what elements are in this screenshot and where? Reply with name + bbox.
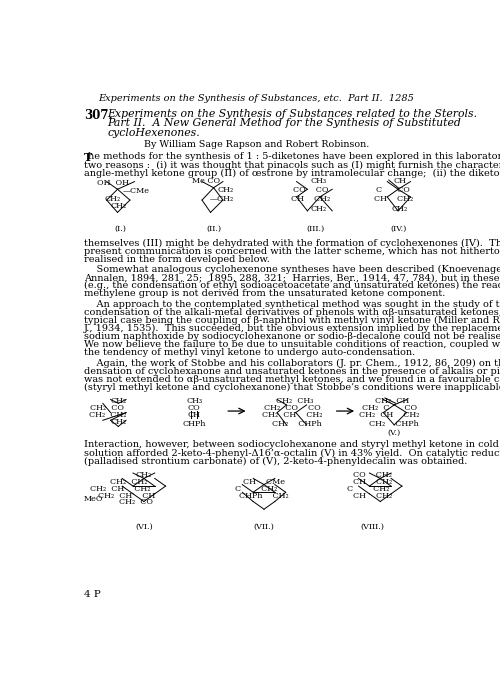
Text: (V.): (V.) — [388, 428, 401, 437]
Text: CH₂  CH: CH₂ CH — [375, 397, 409, 405]
Text: By William Sage Rapson and Robert Robinson.: By William Sage Rapson and Robert Robins… — [144, 140, 369, 149]
Text: CH₂  CO: CH₂ CO — [90, 404, 124, 412]
Text: CH    CH₂: CH CH₂ — [353, 492, 392, 500]
Text: CH₂  CH₂: CH₂ CH₂ — [88, 411, 126, 419]
Text: CH₃: CH₃ — [310, 177, 326, 185]
Text: —CH₂: —CH₂ — [210, 196, 234, 204]
Text: methylene group is not derived from the unsaturated ketone component.: methylene group is not derived from the … — [84, 289, 445, 298]
Text: CH₂: CH₂ — [110, 397, 126, 405]
Text: (II.): (II.) — [206, 225, 221, 233]
Text: C      CO: C CO — [376, 186, 410, 194]
Text: CH₂: CH₂ — [110, 418, 126, 426]
Text: CH₂    CHPh: CH₂ CHPh — [370, 420, 419, 428]
Text: CH₂: CH₂ — [310, 204, 326, 213]
Text: CHPh: CHPh — [182, 420, 206, 428]
Text: Again, the work of Stobbe and his collaborators (J. pr. Chem., 1912, 86, 209) on: Again, the work of Stobbe and his collab… — [84, 359, 500, 368]
Text: T: T — [84, 152, 92, 164]
Text: CHPh    CH₂: CHPh CH₂ — [239, 492, 289, 500]
Text: (palladised strontium carbonate) of (V), 2-keto-4-phenyldecalin was obtained.: (palladised strontium carbonate) of (V),… — [84, 456, 467, 466]
Text: CH₂  CO    CO: CH₂ CO CO — [264, 404, 321, 412]
Text: Somewhat analogous cyclohexenone syntheses have been described (Knoevenagel,: Somewhat analogous cyclohexenone synthes… — [84, 265, 500, 274]
Text: CH₂  CH    CH₂: CH₂ CH CH₂ — [90, 485, 151, 492]
Text: angle-methyl ketone group (II) of œstrone by intramolecular change;  (ii) the di: angle-methyl ketone group (II) of œstron… — [84, 168, 500, 178]
Text: cycloHexenones.: cycloHexenones. — [107, 128, 200, 138]
Text: CH₂  CH    CH₂: CH₂ CH CH₂ — [360, 411, 420, 419]
Text: CH₂  CH₂: CH₂ CH₂ — [110, 477, 147, 485]
Text: An approach to the contemplated synthetical method was sought in the study of th: An approach to the contemplated syntheti… — [84, 299, 500, 309]
Text: CO    CO: CO CO — [293, 186, 328, 194]
Text: CH₃: CH₃ — [186, 397, 202, 405]
Text: CO    CH₂: CO CH₂ — [353, 471, 392, 479]
Text: J., 1934, 1535).  This succeeded, but the obvious extension implied by the repla: J., 1934, 1535). This succeeded, but the… — [84, 324, 500, 333]
Text: We now believe the failure to be due to unsuitable conditions of reaction, coupl: We now believe the failure to be due to … — [84, 340, 500, 349]
Text: the tendency of methyl vinyl ketone to undergo auto-condensation.: the tendency of methyl vinyl ketone to u… — [84, 348, 415, 357]
Text: sodium naphthoxide by sodiocyclohexanone or sodio-β-decalone could not be realis: sodium naphthoxide by sodiocyclohexanone… — [84, 332, 500, 341]
Text: CH    CH₂: CH CH₂ — [353, 477, 392, 485]
Text: CO: CO — [188, 404, 200, 412]
Text: Me CO: Me CO — [192, 177, 220, 185]
Text: CH₂: CH₂ — [136, 471, 152, 479]
Text: C        CH₂: C CH₂ — [235, 485, 278, 492]
Text: present communication is concerned with the latter scheme, which has not hithert: present communication is concerned with … — [84, 246, 500, 256]
Text: solution afforded 2-keto-4-phenyl-Δ16’α-octalin (V) in 43% yield.  On catalytic : solution afforded 2-keto-4-phenyl-Δ16’α-… — [84, 448, 500, 458]
Text: CH₂    CHPh: CH₂ CHPh — [272, 420, 322, 428]
Text: CH₂  C      CO: CH₂ C CO — [362, 404, 417, 412]
Text: two reasons :  (i) it was thought that pinacols such as (I) might furnish the ch: two reasons : (i) it was thought that pi… — [84, 160, 500, 170]
Text: CH₂  CO: CH₂ CO — [119, 498, 153, 507]
Text: (VI.): (VI.) — [135, 523, 153, 531]
Text: CH: CH — [188, 411, 201, 419]
Text: (III.): (III.) — [306, 225, 324, 233]
Text: Interaction, however, between sodiocyclohexanone and styryl methyl ketone in col: Interaction, however, between sodiocyclo… — [84, 440, 500, 449]
Text: condensation of the alkali-metal derivatives of phenols with αβ-unsaturated keto: condensation of the alkali-metal derivat… — [84, 308, 500, 317]
Text: 307.: 307. — [84, 109, 112, 122]
Text: (styryl methyl ketone and cyclohexanone) that Stobbe’s conditions were inapplica: (styryl methyl ketone and cyclohexanone)… — [84, 383, 500, 392]
Text: CH    CMe: CH CMe — [243, 477, 285, 485]
Text: CH: CH — [393, 177, 406, 185]
Text: was not extended to αβ-unsaturated methyl ketones, and we found in a favourable : was not extended to αβ-unsaturated methy… — [84, 375, 500, 384]
Text: OH  OH: OH OH — [97, 179, 129, 187]
Text: CH    CH₂: CH CH₂ — [374, 196, 413, 204]
Text: —CMe: —CMe — [122, 187, 149, 195]
Text: MeO: MeO — [84, 496, 103, 503]
Text: CH₂: CH₂ — [105, 195, 121, 202]
Text: Experiments on the Synthesis of Substances, etc.  Part II.  1285: Experiments on the Synthesis of Substanc… — [98, 94, 414, 103]
Text: (IV.): (IV.) — [390, 225, 406, 233]
Text: CH₂  CH    CH: CH₂ CH CH — [98, 492, 156, 500]
Text: CH₂  CH₃: CH₂ CH₃ — [276, 397, 314, 405]
Text: (VIII.): (VIII.) — [360, 523, 384, 531]
Text: CH    CH₂: CH CH₂ — [291, 196, 330, 204]
Text: he methods for the synthesis of 1 : 5-diketones have been explored in this labor: he methods for the synthesis of 1 : 5-di… — [88, 152, 500, 162]
Text: densation of cyclohexanone and unsaturated ketones in the presence of alkalis or: densation of cyclohexanone and unsaturat… — [84, 367, 500, 375]
Text: CH₂  CH    CH₂: CH₂ CH CH₂ — [262, 411, 323, 419]
Text: 4 P: 4 P — [84, 589, 100, 599]
Text: (e.g., the condensation of ethyl sodioacetoacetate and unsaturated ketones) the : (e.g., the condensation of ethyl sodioac… — [84, 281, 500, 291]
Text: C        CH₂: C CH₂ — [348, 485, 390, 492]
Text: CH₂: CH₂ — [111, 202, 127, 210]
Text: themselves (III) might be dehydrated with the formation of cyclohexenones (IV). : themselves (III) might be dehydrated wit… — [84, 238, 500, 248]
Text: Part II.  A New General Method for the Synthesis of Substituted: Part II. A New General Method for the Sy… — [107, 118, 461, 128]
Text: CH₂: CH₂ — [218, 186, 234, 194]
Text: Annalen, 1894, 281, 25;  1895, 288, 321;  Harries, Ber., 1914, 47, 784), but in : Annalen, 1894, 281, 25; 1895, 288, 321; … — [84, 273, 500, 282]
Text: realised in the form developed below.: realised in the form developed below. — [84, 255, 270, 263]
Text: (VII.): (VII.) — [254, 523, 274, 531]
Text: (I.): (I.) — [114, 225, 126, 233]
Text: CH₂: CH₂ — [392, 204, 408, 213]
Text: Experiments on the Synthesis of Substances related to the Sterols.: Experiments on the Synthesis of Substanc… — [107, 109, 477, 120]
Text: typical case being the coupling of β-naphthol with methyl vinyl ketone (Miller a: typical case being the coupling of β-nap… — [84, 316, 500, 325]
